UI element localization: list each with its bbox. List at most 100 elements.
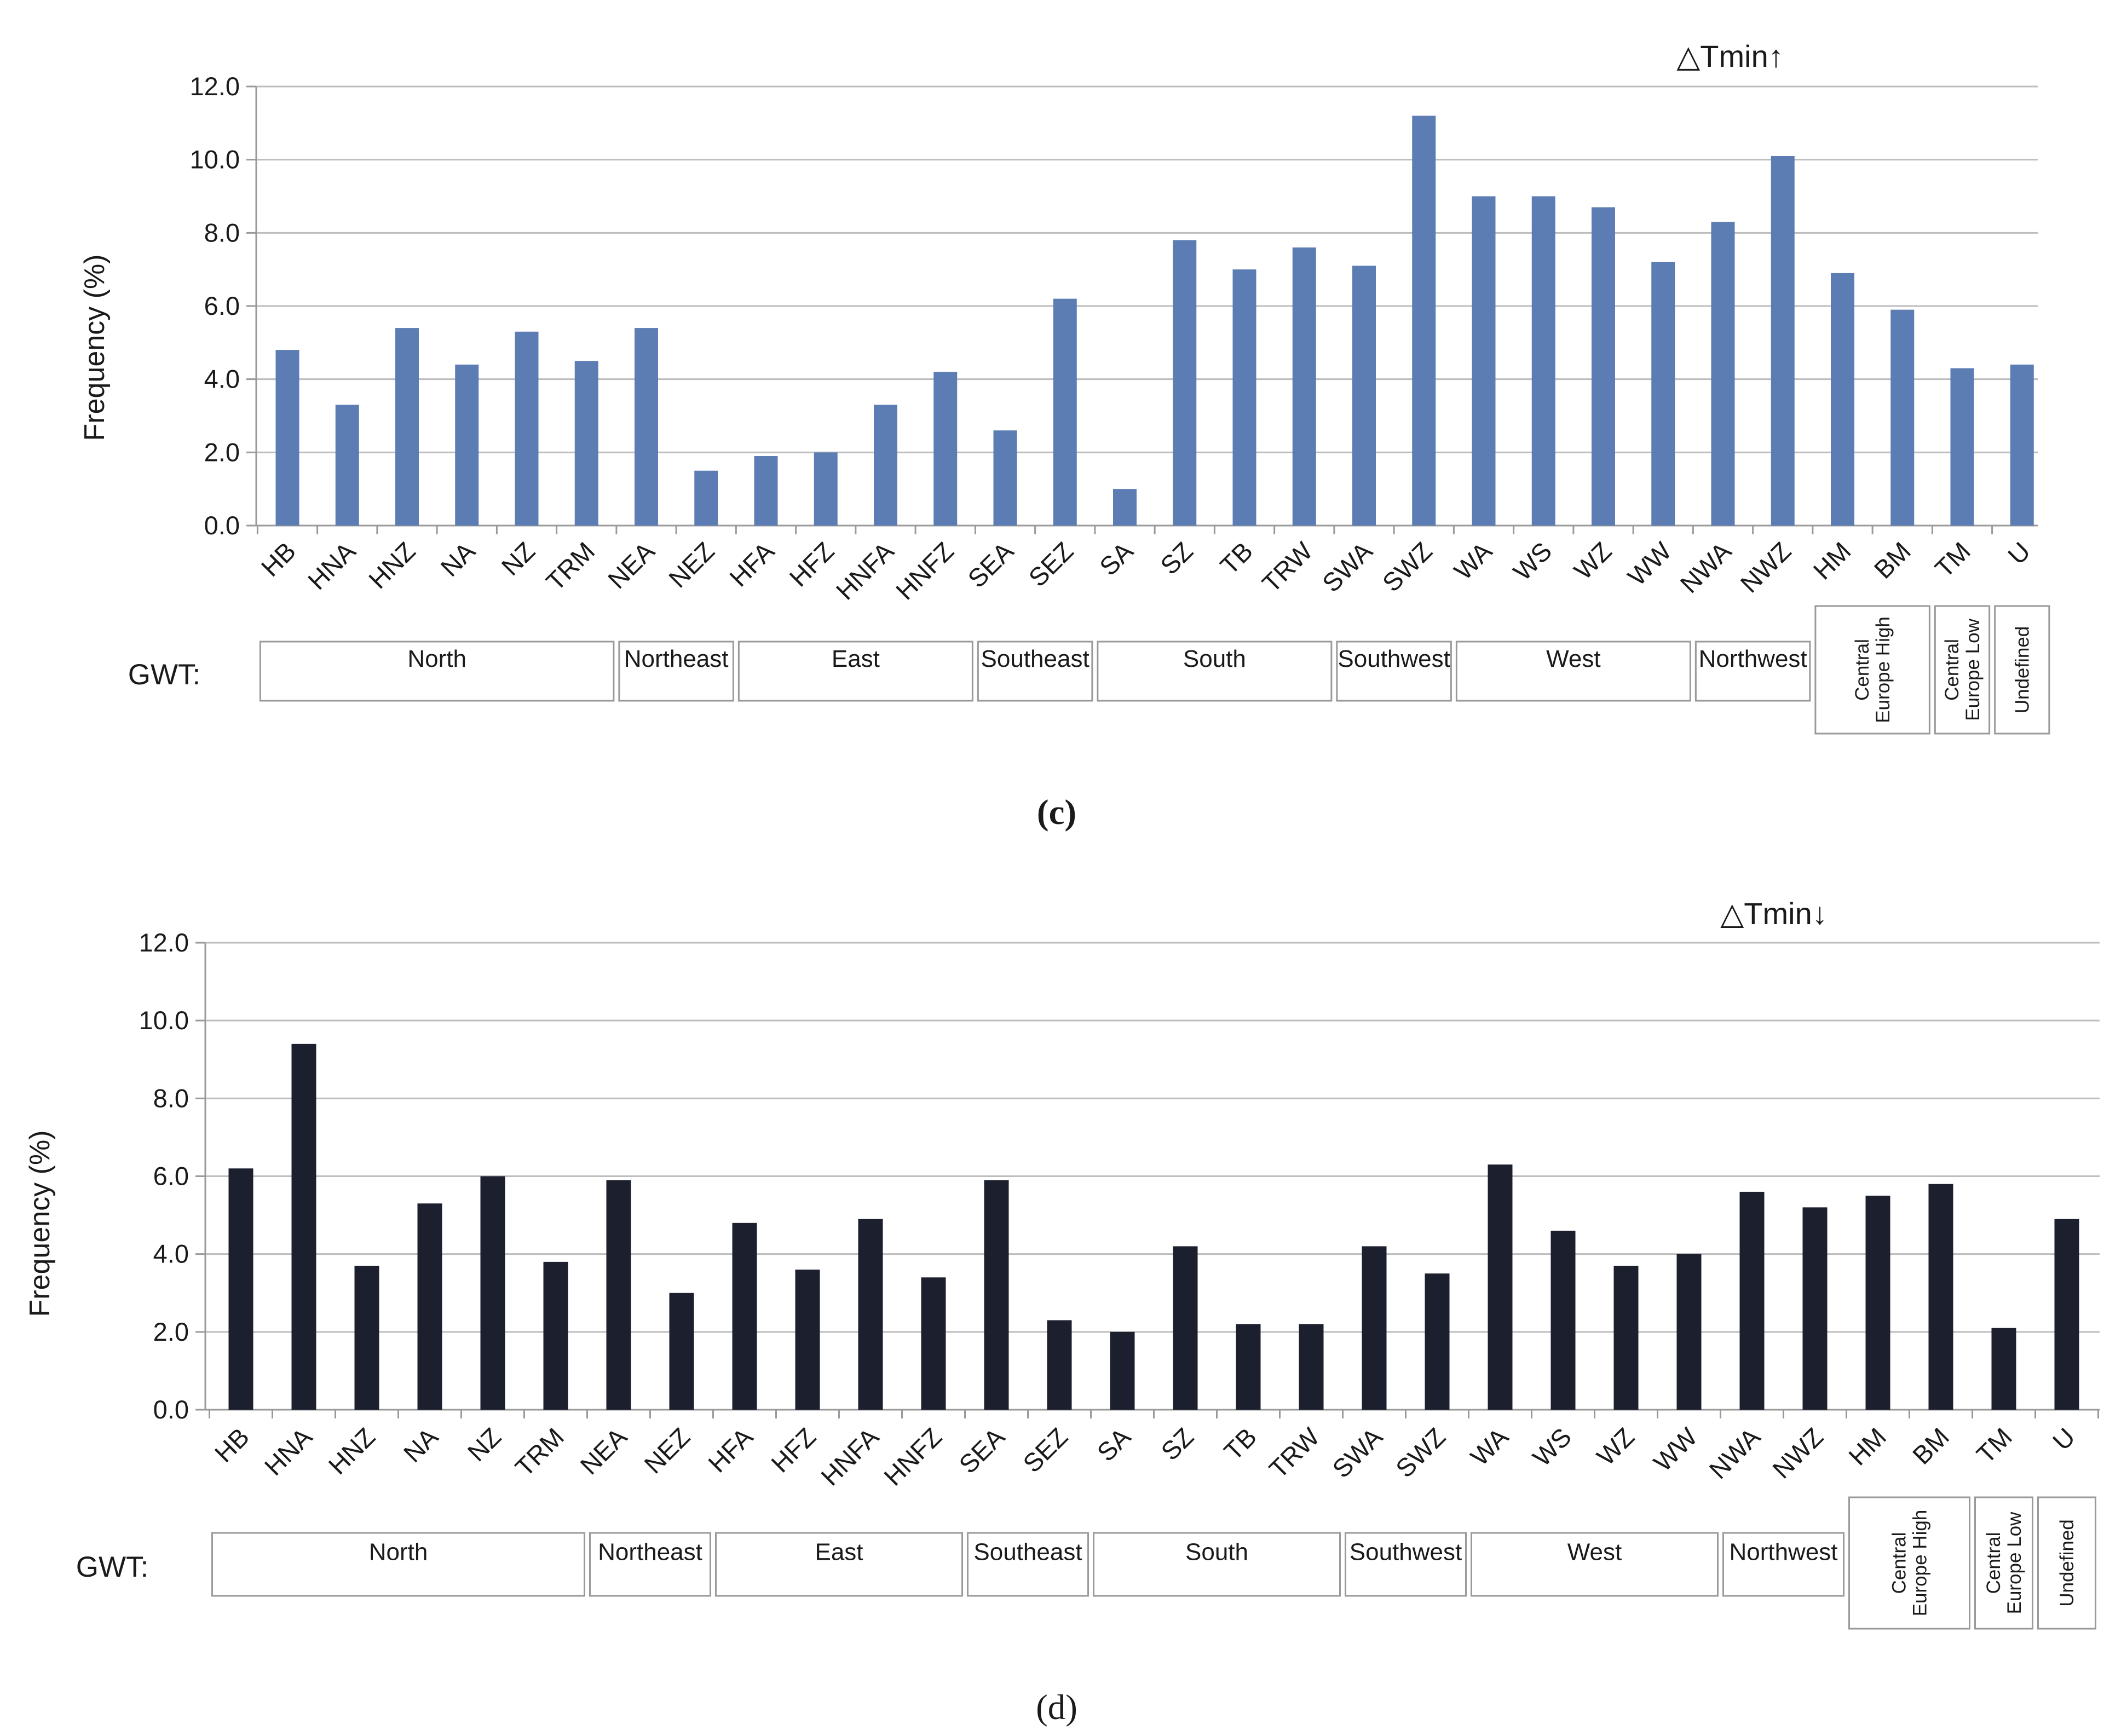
- bar-tb: [1232, 269, 1256, 526]
- x-tick-label: WS: [1507, 537, 1557, 586]
- x-tick-label: SZ: [1155, 537, 1198, 580]
- y-tick-label: 6.0: [153, 1162, 189, 1191]
- x-tick-label: NEZ: [663, 537, 720, 593]
- gwt-group-box: [977, 641, 1093, 702]
- bar-bm: [1928, 1184, 1953, 1410]
- gwt-group-box: [1974, 1496, 2033, 1630]
- bar-nea: [635, 328, 658, 526]
- bar-tm: [1991, 1328, 2016, 1410]
- bar-trm: [574, 361, 598, 526]
- x-tick-label: BM: [1868, 537, 1916, 584]
- bar-nz: [480, 1176, 505, 1410]
- x-tick-label: NZ: [495, 537, 540, 581]
- x-tick-label: HNZ: [322, 1422, 381, 1480]
- bar-hb: [275, 350, 299, 526]
- bar-nez: [694, 470, 718, 526]
- chart-panel-d: 0.02.04.06.08.010.012.0HB HNA HNZ NA NZ TRM NE…: [24, 896, 2100, 1727]
- gwt-group-label: Northwest: [1699, 645, 1807, 672]
- gwt-group-box: [1814, 605, 1930, 735]
- x-tick-label: TRW: [1264, 1422, 1325, 1484]
- x-tick-label: HB: [255, 537, 301, 582]
- x-tick-label: TM: [1971, 1422, 2018, 1469]
- gwt-group-north: North: [211, 1532, 585, 1597]
- bar-swz: [1425, 1273, 1450, 1410]
- gwt-group-southeast: Southeast: [977, 641, 1093, 702]
- bar-hnfa: [874, 405, 897, 526]
- x-tick-label: SA: [1094, 536, 1139, 581]
- bar-wz: [1613, 1265, 1639, 1410]
- x-tick-label: SEA: [953, 1422, 1010, 1479]
- x-tick-label: NWZ: [1734, 537, 1796, 598]
- gwt-group-label: Southwest: [1338, 645, 1450, 672]
- bar-sz: [1173, 240, 1197, 526]
- bar-nz: [515, 331, 539, 526]
- x-tick-label: NWA: [1703, 1422, 1766, 1484]
- x-tick-label: NEA: [574, 1422, 632, 1480]
- bar-sez: [1053, 298, 1077, 526]
- bar-trw: [1292, 247, 1316, 526]
- y-tick-label: 10.0: [139, 1006, 189, 1035]
- gwt-group-central-europe-high: CentralEurope High: [1814, 605, 1930, 735]
- y-tick-label: 0.0: [204, 511, 240, 540]
- x-tick-label: HNA: [302, 536, 361, 595]
- gwt-group-southeast: Southeast: [967, 1532, 1089, 1597]
- x-tick-label: WW: [1622, 536, 1678, 591]
- y-tick-label: 2.0: [204, 437, 240, 466]
- bar-nwz: [1771, 155, 1795, 526]
- bar-trm: [543, 1261, 568, 1410]
- bar-nez: [669, 1293, 694, 1410]
- gwt-group-south: South: [1097, 641, 1333, 702]
- bar-swz: [1412, 116, 1436, 526]
- x-tick-label: SWZ: [1390, 1422, 1451, 1483]
- x-tick-label: TM: [1929, 537, 1976, 583]
- bar-hnz: [354, 1265, 379, 1410]
- y-tick-label: 12.0: [139, 928, 189, 957]
- gwt-group-south: South: [1093, 1532, 1341, 1597]
- bar-hfz: [795, 1270, 820, 1410]
- y-tick-label: 8.0: [204, 218, 240, 247]
- x-tick-label: U: [2047, 1422, 2080, 1456]
- panel-caption: (c): [1037, 793, 1076, 832]
- bar-trw: [1299, 1324, 1324, 1410]
- bar-nwa: [1711, 222, 1735, 526]
- bar-u: [2054, 1219, 2079, 1410]
- gwt-group-box: [1097, 641, 1333, 702]
- gwt-group-box: [1722, 1532, 1844, 1597]
- x-tick-label: NWZ: [1767, 1422, 1829, 1484]
- gwt-group-northwest: Northwest: [1694, 641, 1811, 702]
- gwt-group-label: Northwest: [1729, 1539, 1837, 1566]
- bar-hm: [1865, 1196, 1890, 1410]
- gwt-group-west: West: [1455, 641, 1691, 702]
- y-axis-label: Frequency (%): [79, 255, 111, 441]
- x-tick-label: HM: [1843, 1422, 1892, 1471]
- x-tick-label: HFA: [724, 536, 780, 592]
- x-tick-label: HFZ: [765, 1422, 821, 1478]
- gwt-group-label: West: [1546, 645, 1600, 672]
- y-tick-label: 2.0: [153, 1317, 189, 1346]
- bar-wa: [1488, 1164, 1513, 1410]
- x-tick-label: SZ: [1155, 1422, 1199, 1466]
- gwt-group-label: CentralEurope Low: [1983, 1512, 2025, 1614]
- x-tick-label: BM: [1907, 1422, 1955, 1470]
- gwt-group-north: North: [259, 641, 615, 702]
- gwt-group-box: [1455, 641, 1691, 702]
- x-tick-label: NA: [435, 536, 481, 582]
- bar-na: [455, 364, 479, 526]
- bar-swa: [1352, 266, 1376, 526]
- y-tick-label: 10.0: [190, 145, 240, 174]
- bar-tb: [1236, 1324, 1261, 1410]
- gwt-group-northeast: Northeast: [589, 1532, 711, 1597]
- x-tick-label: WZ: [1568, 537, 1617, 585]
- x-tick-label: SWA: [1317, 536, 1378, 597]
- bar-na: [417, 1203, 442, 1410]
- x-tick-label: HNZ: [363, 537, 421, 595]
- x-tick-label: TRM: [540, 537, 600, 596]
- gwt-group-central-europe-low: CentralEurope Low: [1934, 605, 1991, 735]
- gwt-group-box: [1345, 1532, 1467, 1597]
- x-tick-label: SWZ: [1377, 537, 1438, 597]
- gwt-group-box: [618, 641, 734, 702]
- y-tick-label: 12.0: [190, 72, 240, 101]
- x-tick-label: HFA: [702, 1422, 759, 1478]
- x-tick-label: NEZ: [638, 1422, 695, 1479]
- bar-sz: [1173, 1246, 1198, 1410]
